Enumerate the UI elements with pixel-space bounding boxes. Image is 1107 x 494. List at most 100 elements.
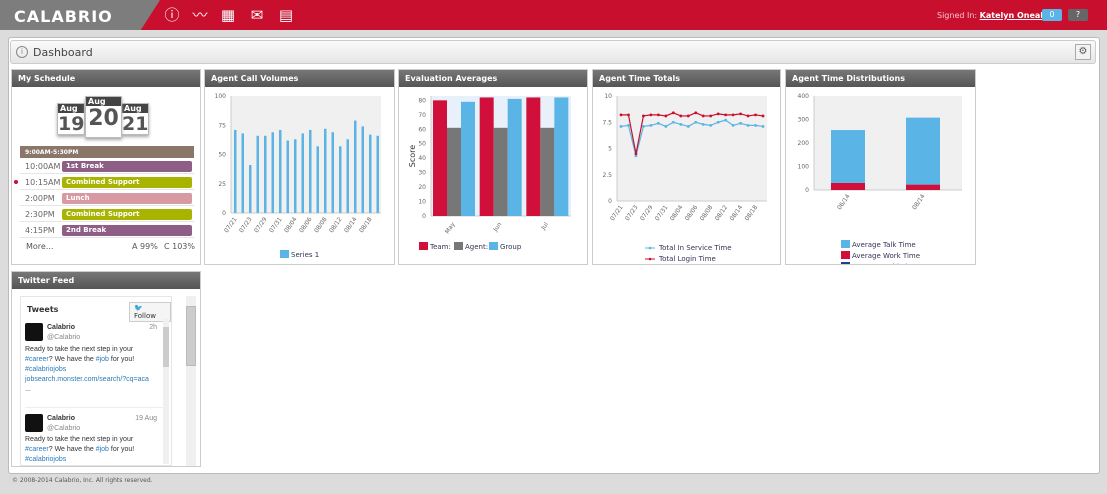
- calendar-day-next[interactable]: Aug 21: [121, 103, 149, 135]
- x-tick-label: 08/12: [714, 204, 730, 222]
- data-point: [754, 124, 757, 127]
- bar: [346, 139, 349, 213]
- bar: [286, 140, 289, 213]
- bar: [339, 146, 342, 213]
- tweet-link[interactable]: jobsearch.monster.com/search/?cq=aca: [25, 376, 149, 383]
- bar: [461, 101, 475, 216]
- hashtag-link[interactable]: #job: [95, 356, 109, 363]
- schedule-activity[interactable]: 2nd Break: [62, 225, 192, 236]
- schedule-time: 10:15AM: [25, 178, 61, 187]
- conformance: C 103%: [164, 242, 195, 251]
- gear-icon[interactable]: ⚙: [1075, 44, 1091, 60]
- scroll-thumb[interactable]: [186, 306, 196, 366]
- follow-button[interactable]: 🐦 Follow: [129, 302, 171, 322]
- bar: [279, 129, 282, 213]
- data-point: [716, 112, 720, 116]
- notifications-badge[interactable]: 0: [1042, 9, 1062, 21]
- legend-label: Average Talk Time: [852, 241, 916, 249]
- x-tick-label: 08/14: [343, 216, 359, 234]
- data-point: [761, 114, 765, 118]
- user-menu[interactable]: Katelyn Oneal: [979, 11, 1044, 20]
- more-link[interactable]: More...: [26, 242, 54, 251]
- hashtag-link[interactable]: #calabriojobs: [25, 366, 67, 373]
- evaluation-averages-widget: Evaluation Averages 0 10 20 30 40 50 60 70 80 Scor…: [398, 69, 588, 265]
- data-point: [754, 113, 757, 117]
- agent-call-volumes-widget: Agent Call Volumes 0 25 50 75 100 07/21 07/23 07…: [204, 69, 395, 265]
- schedule-time: 10:00AM: [25, 162, 61, 171]
- data-point: [634, 154, 638, 158]
- x-tick-label: 08/14: [729, 204, 745, 222]
- schedule-activity[interactable]: Combined Support: [62, 209, 192, 220]
- bar: [447, 127, 461, 216]
- follow-label: Follow: [134, 312, 156, 320]
- help-button[interactable]: ?: [1068, 9, 1088, 21]
- data-point: [694, 120, 698, 124]
- logo-menu[interactable]: CALABRIO: [0, 0, 160, 30]
- legend-marker: [648, 257, 652, 261]
- calendar-day-current[interactable]: Aug 20: [85, 96, 122, 138]
- info-icon[interactable]: ⓘ: [164, 6, 180, 24]
- activity-icon[interactable]: 〰: [192, 6, 208, 24]
- hashtag-link[interactable]: #calabriojobs: [25, 456, 67, 463]
- schedule-activity[interactable]: 1st Break: [62, 161, 192, 172]
- data-point: [739, 121, 742, 125]
- y-tick-label: 30: [418, 170, 426, 177]
- evaluation-chart: 0 10 20 30 40 50 60 70 80 Score May Jun Jul Team: Agen…: [408, 96, 571, 251]
- data-point: [664, 114, 668, 118]
- call-volumes-chart: 0 25 50 75 100 07/21 07/23 07/29 07/31 08/04 08/06…: [215, 93, 381, 259]
- tweet-time: 19 Aug: [135, 415, 157, 422]
- hashtag-link[interactable]: #career: [25, 446, 49, 453]
- y-tick-label: 70: [418, 112, 426, 119]
- data-point: [649, 113, 653, 117]
- mail-icon[interactable]: ✉: [250, 6, 264, 24]
- y-tick-label: 300: [798, 117, 810, 124]
- data-point: [746, 114, 750, 118]
- tweets-scrollbar[interactable]: [163, 319, 169, 464]
- bar-segment: [906, 117, 940, 185]
- x-tick-label: 07/31: [268, 216, 284, 234]
- data-point: [686, 125, 690, 128]
- x-tick-label: 07/31: [654, 204, 670, 222]
- hashtag-link[interactable]: #job: [95, 446, 109, 453]
- calendar-icon[interactable]: ▦: [220, 6, 236, 24]
- hashtag-link[interactable]: #career: [25, 356, 49, 363]
- data-point: [731, 113, 735, 117]
- y-tick-label: 7.5: [602, 119, 612, 126]
- widget-title: Twitter Feed: [12, 272, 200, 289]
- bar: [264, 135, 267, 213]
- report-icon[interactable]: ▤: [278, 6, 294, 24]
- y-tick-label: 60: [418, 126, 426, 133]
- page-title: Dashboard: [33, 46, 93, 59]
- top-bar: [0, 0, 1107, 30]
- x-tick-label: 08/06: [298, 216, 314, 234]
- x-tick-label: 07/29: [253, 216, 269, 234]
- tweets-timeline[interactable]: Tweets 🐦 Follow Calabrio @Calabrio 2h Re…: [20, 296, 172, 466]
- tweet-text: Ready to take the next step in your #care…: [25, 346, 149, 393]
- y-tick-label: 100: [215, 93, 227, 100]
- tweet-author: Calabrio: [47, 415, 76, 422]
- twitter-bird-icon: 🐦: [134, 304, 143, 312]
- scroll-thumb[interactable]: [163, 327, 169, 367]
- x-tick-label: 08/18: [744, 204, 760, 222]
- x-tick-label: 07/21: [223, 216, 239, 234]
- shift-header: 9:00AM-5:30PM: [20, 146, 194, 158]
- schedule-activity[interactable]: Combined Support: [62, 177, 192, 188]
- legend-swatch: [841, 251, 850, 259]
- plot-area: [231, 96, 381, 213]
- data-point: [679, 122, 683, 126]
- widget-title: Agent Time Totals: [593, 70, 780, 87]
- data-point: [709, 114, 713, 118]
- calendar-day-prev[interactable]: Aug 19: [57, 103, 85, 135]
- schedule-activity[interactable]: Lunch: [62, 193, 192, 204]
- x-tick-label: 08/08: [313, 216, 329, 234]
- widget-scrollbar[interactable]: [186, 296, 196, 466]
- bar: [526, 97, 541, 216]
- bar: [554, 97, 569, 216]
- y-tick-label: 50: [218, 152, 226, 159]
- time-distribution-chart: 0 100 200 300 400 06/14 08/14 Average Talk Time…: [798, 93, 962, 271]
- dashboard-bar: i Dashboard ⚙: [10, 40, 1096, 64]
- legend-swatch: [454, 242, 463, 250]
- bar-segment: [831, 182, 865, 190]
- data-point: [724, 113, 728, 117]
- my-schedule-widget: My Schedule Aug 19 Aug 21 Aug 20 9:00AM-5:3…: [11, 69, 201, 265]
